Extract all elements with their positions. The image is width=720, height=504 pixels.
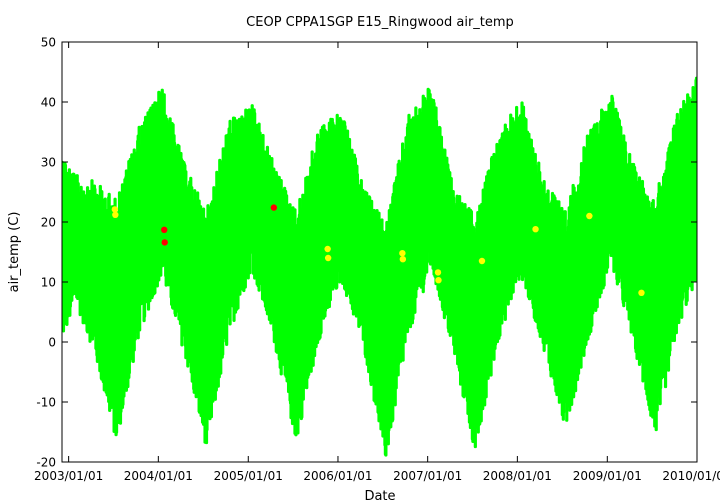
x-tick-label: 2009/01/01 — [573, 469, 642, 483]
y-axis-label: air_temp (C) — [7, 212, 22, 293]
data-point — [478, 257, 486, 265]
y-tick-label: -10 — [36, 396, 56, 410]
data-point — [270, 204, 278, 211]
y-tick-label: 30 — [41, 156, 56, 170]
data-layer — [62, 76, 697, 457]
data-point — [586, 212, 593, 220]
data-point — [161, 226, 168, 233]
x-tick-label: 2003/01/01 — [34, 469, 103, 483]
series-flagged-2 — [161, 204, 278, 246]
x-axis-label: Date — [364, 489, 395, 504]
x-tick-label: 2007/01/01 — [393, 469, 462, 483]
x-tick-label: 2010/01/01 — [662, 469, 720, 483]
x-tick-label: 2004/01/01 — [124, 469, 193, 483]
y-tick-label: 20 — [41, 216, 56, 230]
data-point — [112, 211, 119, 218]
x-tick-label: 2005/01/01 — [214, 469, 283, 483]
y-tick-label: 10 — [41, 276, 56, 290]
chart-title: CEOP CPPA1SGP E15_Ringwood air_temp — [246, 15, 514, 30]
x-tick-label: 2008/01/01 — [483, 469, 552, 483]
data-point — [435, 277, 442, 284]
y-tick-label: -20 — [36, 456, 56, 470]
data-point — [324, 254, 332, 262]
data-point — [399, 250, 406, 257]
plot-frame — [61, 41, 698, 463]
y-tick-label: 40 — [41, 96, 56, 110]
y-tick-label: 0 — [48, 336, 56, 350]
axes-layer: -20 -10 0 10 20 30 40 50 2003/01/01 2004/01/01 200… — [34, 36, 720, 484]
series-band — [62, 76, 697, 457]
y-tick-label: 50 — [41, 36, 56, 50]
series-flagged-1 — [111, 206, 645, 296]
data-point — [532, 226, 539, 233]
data-point — [399, 256, 407, 263]
data-point — [161, 239, 168, 246]
data-point — [324, 245, 331, 253]
data-point — [638, 289, 645, 296]
data-point — [111, 206, 119, 213]
data-point — [434, 269, 442, 276]
x-tick-label: 2006/01/01 — [303, 469, 372, 483]
